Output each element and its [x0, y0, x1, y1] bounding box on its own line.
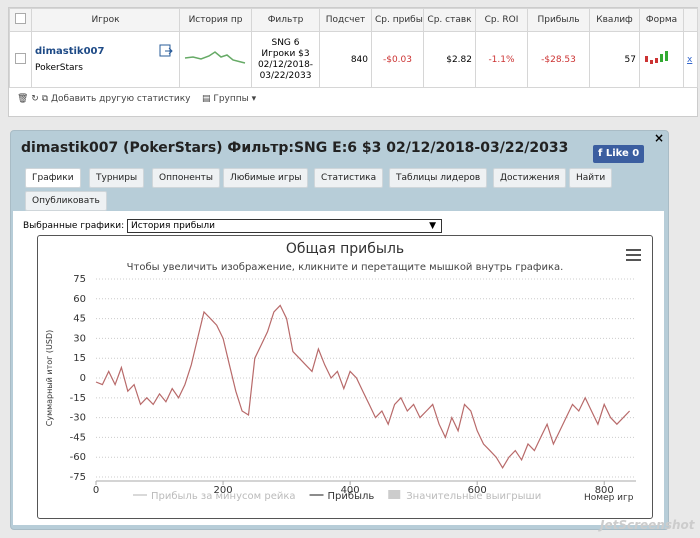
tab[interactable]: Найти	[569, 168, 613, 188]
col-header[interactable]: Форма	[639, 8, 684, 32]
x-tick-label: 200	[214, 485, 233, 496]
groups[interactable]: Группы	[213, 94, 249, 104]
select[interactable]: История прибыли ▼	[127, 219, 442, 233]
select-value: История прибыли	[131, 221, 215, 231]
avg-stake: $2.82	[423, 31, 476, 88]
like-count: 0	[632, 148, 640, 159]
col-header[interactable]: Подсчет	[319, 8, 372, 32]
col-header[interactable]: Прибыль	[527, 8, 590, 32]
remove[interactable]: x	[683, 31, 698, 88]
col-header[interactable]: Игрок	[31, 8, 180, 32]
col-header[interactable]: История пр	[179, 8, 252, 32]
like-button[interactable]: f Like 0	[593, 145, 645, 163]
col-header[interactable]: Квалиф	[589, 8, 640, 32]
form-bars	[639, 31, 684, 88]
y-axis-title: Суммарный итог (USD)	[45, 330, 54, 427]
tab[interactable]: Опубликовать	[25, 191, 107, 211]
tab[interactable]: Графики	[25, 168, 81, 188]
stats-panel: Игрок История пр Фильтр Подсчет Ср. приб…	[8, 7, 698, 117]
player[interactable]: dimastik007	[35, 46, 105, 57]
avg-profit: -$0.03	[371, 31, 424, 88]
col-header[interactable]: Ср. прибы	[371, 8, 424, 32]
x-tick-label: 400	[341, 485, 360, 496]
toolbar: 🗑 ↻ ⧉ Добавить другую статистику ▤ Групп…	[17, 94, 257, 104]
legend-item[interactable]: Значительные выигрыши	[406, 491, 541, 502]
y-tick-label: 0	[80, 373, 86, 384]
stats-table: Игрок История пр Фильтр Подсчет Ср. приб…	[9, 8, 698, 88]
y-tick-label: -45	[70, 432, 86, 443]
tab[interactable]: Турниры	[89, 168, 145, 188]
y-tick-label: 15	[73, 353, 86, 364]
y-tick-label: -30	[70, 413, 86, 424]
x-tick-label: 800	[595, 485, 614, 496]
y-tick-label: 30	[73, 333, 86, 344]
site: PokerStars	[35, 63, 83, 73]
chart: Общая прибыль Чтобы увеличить изображени…	[37, 235, 653, 519]
y-tick-label: -75	[70, 472, 86, 483]
tab[interactable]: Статистика	[314, 168, 384, 188]
count: 840	[319, 31, 372, 88]
x-tick-label: 600	[468, 485, 487, 496]
menu-icon[interactable]	[626, 249, 641, 261]
legend-item[interactable]: Прибыль за минусом рейка	[151, 491, 296, 502]
edit-icon[interactable]	[159, 44, 173, 58]
tab[interactable]: Таблицы лидеров	[389, 168, 488, 188]
legend-item[interactable]: Прибыль	[328, 491, 375, 502]
watermark: JetScreenshot	[600, 518, 695, 532]
filter: SNG 6 Игроки $3 02/12/2018-03/22/2033	[251, 31, 320, 88]
legend-swatch	[388, 490, 401, 499]
col-header[interactable]: Ср. ROI	[475, 8, 528, 32]
tab[interactable]: Любимые игры	[223, 168, 309, 188]
x-axis-title: Номер игр	[584, 493, 634, 503]
y-tick-label: 45	[73, 314, 86, 325]
y-tick-label: -60	[70, 452, 86, 463]
y-tick-label: -15	[70, 393, 86, 404]
tab[interactable]: Достижения	[493, 168, 567, 188]
history-sparkline	[179, 31, 252, 88]
select-label: Выбранные графики:	[23, 221, 125, 231]
profit-line	[95, 304, 631, 469]
profit: -$28.53	[527, 31, 590, 88]
col-header[interactable]: Ср. ставк	[423, 8, 476, 32]
checkbox[interactable]	[9, 8, 32, 32]
avg-roi: -1.1%	[475, 31, 528, 88]
checkbox[interactable]	[9, 31, 32, 88]
col-header[interactable]: Фильтр	[251, 8, 320, 32]
y-tick-label: 60	[73, 294, 86, 305]
add-stat[interactable]: Добавить другую статистику	[50, 94, 191, 104]
y-tick-label: 75	[73, 274, 86, 285]
close[interactable]: ×	[654, 131, 665, 145]
panel-title: dimastik007 (PokerStars) Фильтр:SNG E:6 …	[21, 140, 569, 156]
chart-title: Общая прибыль	[286, 241, 404, 257]
tab[interactable]: Оппоненты	[152, 168, 221, 188]
qualif: 57	[589, 31, 640, 88]
like: Like	[605, 148, 629, 159]
x-tick-label: 0	[93, 485, 99, 496]
chart-subtitle: Чтобы увеличить изображение, кликните и …	[127, 262, 564, 273]
